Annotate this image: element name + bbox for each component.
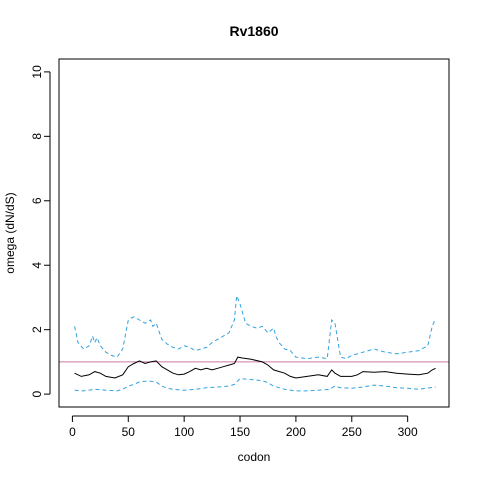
y-tick-label: 8 <box>30 133 44 140</box>
series-line-lower-bound <box>74 378 436 392</box>
y-tick-label: 6 <box>30 197 44 204</box>
x-axis-label: codon <box>238 450 271 464</box>
y-tick-label: 0 <box>30 390 44 397</box>
x-tick-label: 0 <box>69 425 76 439</box>
y-tick-label: 2 <box>30 326 44 333</box>
x-tick-label: 50 <box>122 425 136 439</box>
plot-area <box>59 295 449 392</box>
x-tick-label: 150 <box>230 425 250 439</box>
x-tick-label: 200 <box>286 425 306 439</box>
y-tick-label: 10 <box>30 65 44 79</box>
series-line-upper-bound <box>74 295 437 360</box>
x-tick-label: 250 <box>342 425 362 439</box>
axes: 0 50 100 150 200 250 300 0 2 4 6 8 10 <box>30 65 418 439</box>
y-tick-label: 4 <box>30 262 44 269</box>
chart-title: Rv1860 <box>229 23 278 39</box>
series-line-estimate <box>74 356 436 379</box>
x-tick-label: 300 <box>398 425 418 439</box>
plot-frame <box>58 58 450 408</box>
y-axis-label: omega (dN/dS) <box>3 192 17 273</box>
x-tick-label: 100 <box>174 425 194 439</box>
